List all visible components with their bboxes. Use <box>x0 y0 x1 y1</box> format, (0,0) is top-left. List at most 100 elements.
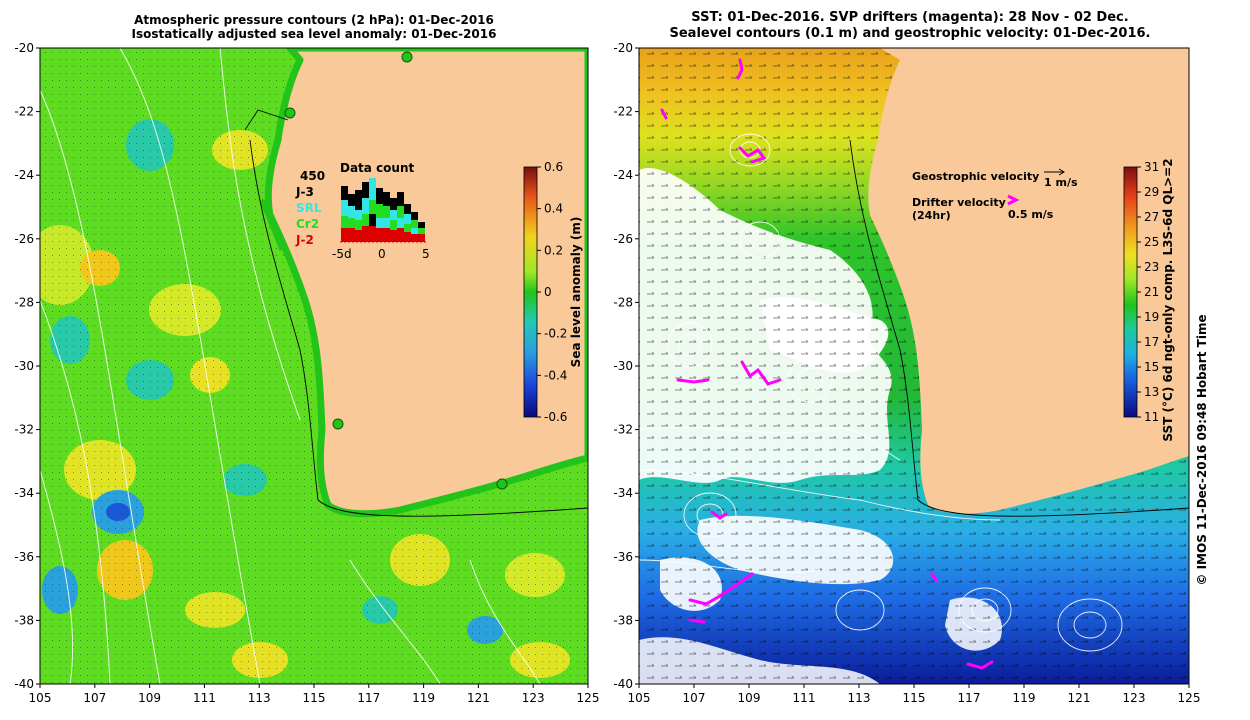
right-legend: Geostrophic velocity 1 m/s Drifter veloc… <box>912 168 1078 222</box>
geostrophic-legend-label: Geostrophic velocity <box>912 170 1039 183</box>
x-tick-label: 113 <box>848 691 871 705</box>
left-y-axis: -20 -22 -24 -26 -28 -30 -32 -34 -36 -38 -40 <box>14 41 40 691</box>
y-tick-label: -36 <box>613 550 633 564</box>
right-title-line1: SST: 01-Dec-2016. SVP drifters (magenta)… <box>691 10 1129 25</box>
y-tick-label: -34 <box>613 486 633 500</box>
legend-j3: J-3 <box>295 185 314 199</box>
x-tick-label: 105 <box>29 691 52 705</box>
colorbar-tick-label: -0.4 <box>544 368 567 382</box>
y-tick-label: -32 <box>14 423 34 437</box>
x-tick-label: 117 <box>958 691 981 705</box>
left-colorbar: 0.6 0.4 0.2 0 -0.2 -0.4 -0.6 Sea level anomaly… <box>523 160 583 424</box>
y-tick-label: -28 <box>613 295 633 309</box>
x-tick-label: 115 <box>903 691 926 705</box>
drifter-tracks <box>660 58 994 670</box>
x-tick-label: 123 <box>1123 691 1146 705</box>
colorbar-tick-label: 19 <box>1144 310 1159 324</box>
x-tick-label: 123 <box>522 691 545 705</box>
colorbar-tick-label: 29 <box>1144 185 1159 199</box>
data-count-xtick-neg5: -5d <box>332 247 352 261</box>
x-tick-label: 125 <box>1178 691 1201 705</box>
x-tick-label: 125 <box>577 691 600 705</box>
x-tick-label: 119 <box>1013 691 1036 705</box>
colorbar-tick-label: 0.2 <box>544 243 563 257</box>
y-tick-label: -22 <box>613 105 633 119</box>
right-landmass <box>868 48 1189 514</box>
sst-colorbar-label: SST (°C) 6d ngt-only comp. L3S-6d QL>=2 <box>1161 158 1175 441</box>
x-tick-label: 115 <box>303 691 326 705</box>
right-x-axis: 105 107 109 111 113 115 117 119 121 123 125 <box>628 684 1201 705</box>
y-tick-label: -30 <box>14 359 34 373</box>
legend-srl: SRL <box>296 201 322 215</box>
right-y-axis: -20 -22 -24 -26 -28 -30 -32 -34 -36 -38 -40 <box>613 41 639 691</box>
sst-colorbar-ticks: 31 29 27 25 23 21 19 17 15 13 11 <box>1137 160 1159 424</box>
x-tick-label: 121 <box>1068 691 1091 705</box>
colorbar-tick-label: 25 <box>1144 235 1159 249</box>
colorbar-tick-label: -0.6 <box>544 410 567 424</box>
drifter-legend-value: 0.5 m/s <box>1008 208 1054 221</box>
x-tick-label: 113 <box>248 691 271 705</box>
drifter-legend-sub: (24hr) <box>912 209 951 222</box>
right-land <box>849 48 1189 517</box>
colorbar-tick-label: 0.6 <box>544 160 563 174</box>
colorbar-tick-label: 31 <box>1144 160 1159 174</box>
colorbar-tick-label: 17 <box>1144 335 1159 349</box>
data-count-xtick-5: 5 <box>422 247 430 261</box>
colorbar-tick-label: 11 <box>1144 410 1159 424</box>
tide-gauge-markers <box>284 51 508 490</box>
y-tick-label: -40 <box>14 677 34 691</box>
right-title-line2: Sealevel contours (0.1 m) and geostrophi… <box>669 26 1151 41</box>
sla-colorbar-label: Sea level anomaly (m) <box>569 217 583 368</box>
data-count-title: Data count <box>340 161 415 175</box>
y-tick-label: -36 <box>14 550 34 564</box>
colorbar-tick-label: 27 <box>1144 210 1159 224</box>
y-tick-label: -20 <box>613 41 633 55</box>
y-tick-label: -28 <box>14 295 34 309</box>
x-tick-label: 117 <box>357 691 380 705</box>
right-map <box>639 48 1189 684</box>
legend-cr2: Cr2 <box>296 217 319 231</box>
left-title-line2: Isostatically adjusted sea level anomaly… <box>131 27 497 41</box>
y-tick-label: -40 <box>613 677 633 691</box>
data-count-bars <box>341 178 425 242</box>
imos-credit: © IMOS 11-Dec-2016 09:48 Hobart Time <box>1195 314 1209 585</box>
x-tick-label: 109 <box>138 691 161 705</box>
colorbar-tick-label: 13 <box>1144 385 1159 399</box>
left-x-axis: 105 107 109 111 113 115 117 119 121 123 125 <box>29 684 600 705</box>
x-tick-label: 111 <box>193 691 216 705</box>
colorbar-tick-label: 0 <box>544 285 552 299</box>
drifter-legend-arrow <box>1007 194 1020 206</box>
sealevel-contours <box>639 133 1123 652</box>
y-tick-label: -30 <box>613 359 633 373</box>
y-tick-label: -26 <box>14 232 34 246</box>
x-tick-label: 109 <box>738 691 761 705</box>
y-tick-label: -34 <box>14 486 34 500</box>
right-colorbar: 31 29 27 25 23 21 19 17 15 13 11 SST (°C) 6d ngt-o… <box>1123 158 1175 442</box>
y-tick-label: -20 <box>14 41 34 55</box>
colorbar-tick-label: 23 <box>1144 260 1159 274</box>
sla-colorbar-ticks: 0.6 0.4 0.2 0 -0.2 -0.4 -0.6 <box>537 160 567 424</box>
drifter-legend-label: Drifter velocity <box>912 196 1006 209</box>
data-count-inset: Data count 450 J-3 SRL Cr2 J-2 -5d 0 5 <box>295 161 430 261</box>
x-tick-label: 121 <box>467 691 490 705</box>
legend-j2: J-2 <box>295 233 314 247</box>
y-tick-label: -24 <box>613 168 633 182</box>
sst-colorbar-gradient <box>1123 166 1138 418</box>
pressure-contours <box>40 48 541 684</box>
colorbar-tick-label: 21 <box>1144 285 1159 299</box>
colorbar-tick-label: 0.4 <box>544 202 563 216</box>
y-tick-label: -22 <box>14 105 34 119</box>
left-title-line1: Atmospheric pressure contours (2 hPa): 0… <box>134 13 494 27</box>
x-tick-label: 111 <box>793 691 816 705</box>
colorbar-tick-label: 15 <box>1144 360 1159 374</box>
left-map <box>40 48 588 684</box>
x-tick-label: 119 <box>412 691 435 705</box>
x-tick-label: 105 <box>628 691 651 705</box>
y-tick-label: -38 <box>14 613 34 627</box>
data-count-xtick-0: 0 <box>378 247 386 261</box>
y-tick-label: -32 <box>613 423 633 437</box>
y-tick-label: -38 <box>613 613 633 627</box>
x-tick-label: 107 <box>683 691 706 705</box>
geostrophic-legend-value: 1 m/s <box>1044 176 1078 189</box>
y-tick-label: -26 <box>613 232 633 246</box>
